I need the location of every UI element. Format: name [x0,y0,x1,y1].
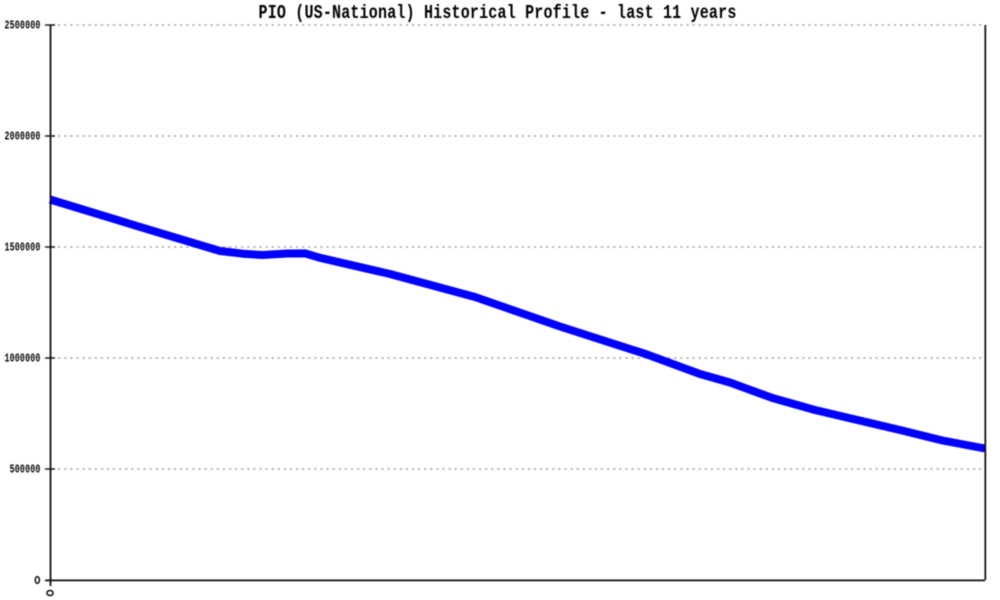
svg-text:2500000: 2500000 [4,21,40,34]
svg-text:500000: 500000 [10,465,41,478]
svg-text:1000000: 1000000 [4,354,40,367]
svg-text:1500000: 1500000 [4,243,40,256]
svg-text:PIO (US-National) Historical P: PIO (US-National) Historical Profile - l… [258,2,736,25]
svg-text:2000000: 2000000 [4,132,40,145]
